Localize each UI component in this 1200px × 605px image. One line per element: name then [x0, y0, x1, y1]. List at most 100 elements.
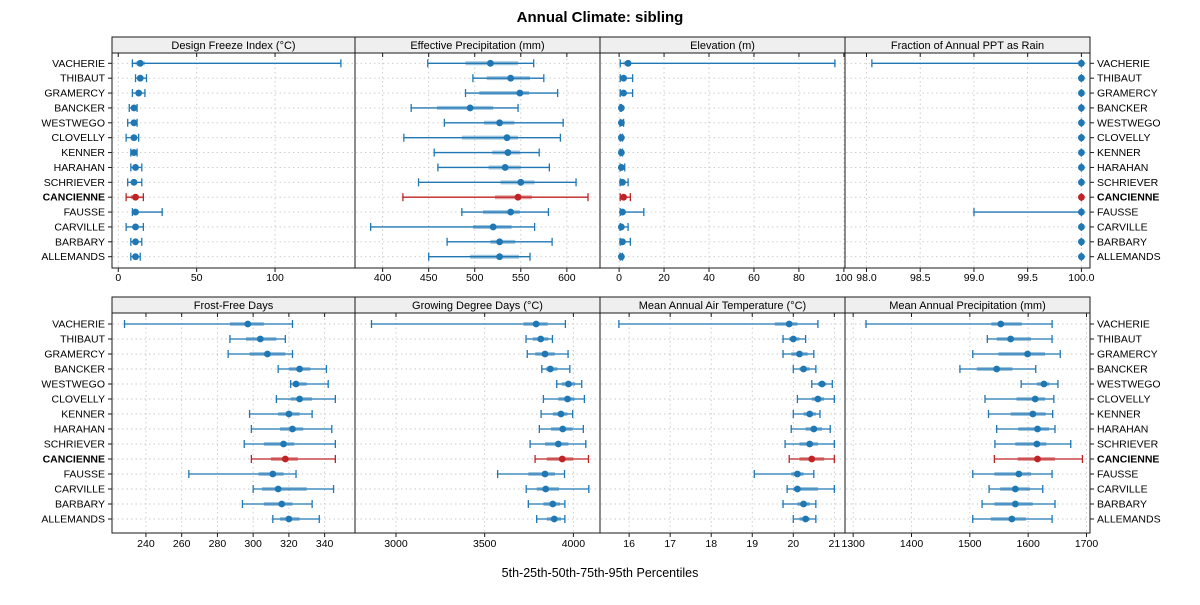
- error-bar-BARBARY: [782, 500, 817, 508]
- error-bar-BARBARY: [527, 500, 566, 508]
- median-dot: [617, 164, 625, 171]
- median-dot: [542, 485, 550, 493]
- x-tick-label: 1300: [841, 538, 865, 550]
- median-dot: [136, 74, 144, 82]
- row-label-right: THIBAUT: [1097, 73, 1143, 85]
- median-dot: [541, 470, 549, 478]
- error-bar-WESTWEGO: [127, 118, 138, 127]
- x-tick-label: 50: [191, 272, 203, 284]
- error-bar-VACHERIE: [427, 59, 535, 68]
- error-bar-GRAMERCY: [782, 350, 815, 358]
- error-bar-BARBARY: [241, 500, 313, 508]
- row-label-left: SCHRIEVER: [44, 439, 106, 451]
- panel-Frost-Free Days: Frost-Free Days 240 260 280 300 320 340 VACHERI…: [41, 296, 356, 550]
- median-dot: [806, 410, 814, 418]
- error-bar-KENNER: [433, 148, 540, 157]
- row-label-left: VACHERIE: [52, 58, 105, 70]
- error-bar-THIBAUT: [986, 335, 1053, 343]
- median-dot: [132, 164, 139, 171]
- median-dot: [1015, 470, 1023, 478]
- row-label-right: WESTWEGO: [1097, 379, 1161, 391]
- row-label-left: VACHERIE: [52, 319, 105, 331]
- median-dot: [1011, 485, 1019, 493]
- median-dot: [1078, 178, 1085, 186]
- error-bar-HARAHAN: [1078, 163, 1085, 172]
- median-dot: [1078, 164, 1085, 171]
- panel-Mean Annual Air Temperature (°C): Mean Annual Air Temperature (°C) 16 17 18 19…: [599, 296, 846, 550]
- row-label-left: KENNER: [61, 409, 105, 421]
- panel-title: Design Freeze Index (°C): [171, 40, 295, 52]
- error-bar-ALLEMANDS: [617, 252, 625, 261]
- median-dot: [1007, 335, 1015, 343]
- median-dot: [501, 164, 509, 171]
- x-tick-label: 98.5: [910, 272, 931, 284]
- row-label-left: CANCIENNE: [43, 454, 105, 466]
- error-bar-CLOVELLY: [542, 395, 586, 403]
- panel-Effective Precipitation (mm): Effective Precipitation (mm) 400 450 500 550…: [354, 36, 601, 284]
- median-dot: [565, 380, 572, 388]
- error-bar-GRAMERCY: [972, 350, 1061, 358]
- median-dot: [789, 335, 797, 343]
- error-bar-CANCIENNE: [125, 193, 145, 202]
- row-label-right: CLOVELLY: [1097, 394, 1151, 406]
- x-tick-label: 80: [793, 272, 805, 284]
- error-bar-GRAMERCY: [526, 350, 569, 358]
- error-bar-KENNER: [617, 148, 625, 157]
- row-label-left: THIBAUT: [60, 73, 106, 85]
- x-tick-label: 20: [787, 538, 799, 550]
- row-label-left: HARAHAN: [54, 162, 105, 174]
- error-bar-GRAMERCY: [619, 89, 634, 98]
- row-label-right: FAUSSE: [1097, 207, 1138, 219]
- x-tick-label: 4000: [562, 538, 586, 550]
- error-bar-CANCIENNE: [534, 455, 590, 463]
- row-label-left: CLOVELLY: [52, 132, 106, 144]
- error-bar-CARVILLE: [1078, 222, 1085, 231]
- error-bar-FAUSSE: [619, 208, 645, 217]
- panel-frame: [111, 312, 356, 534]
- median-dot: [532, 320, 540, 328]
- error-bar-SCHRIEVER: [127, 178, 143, 187]
- row-label-right: FAUSSE: [1097, 469, 1138, 481]
- error-bar-FAUSSE: [131, 208, 163, 217]
- row-label-right: GRAMERCY: [1097, 88, 1158, 100]
- median-dot: [292, 380, 300, 388]
- error-bar-BANCKER: [277, 365, 328, 373]
- median-dot: [296, 395, 304, 403]
- row-label-right: SCHRIEVER: [1097, 177, 1159, 189]
- error-bar-CLOVELLY: [617, 133, 625, 142]
- error-bar-CANCIENNE: [993, 455, 1084, 463]
- row-label-left: CARVILLE: [54, 221, 105, 233]
- median-dot: [132, 253, 139, 261]
- median-dot: [466, 104, 474, 112]
- median-dot: [785, 320, 793, 328]
- median-dot: [546, 365, 554, 373]
- row-label-left: SCHRIEVER: [44, 177, 106, 189]
- median-dot: [130, 149, 138, 156]
- x-tick-label: 550: [512, 272, 530, 284]
- error-bar-BARBARY: [619, 237, 631, 246]
- error-bar-CLOVELLY: [1078, 133, 1085, 142]
- panel-frame: [354, 52, 601, 269]
- row-label-left: GRAMERCY: [44, 349, 105, 361]
- median-dot: [1078, 149, 1085, 156]
- error-bar-SCHRIEVER: [994, 440, 1072, 448]
- error-bar-KENNER: [540, 410, 574, 418]
- median-dot: [1078, 119, 1085, 127]
- median-dot: [296, 365, 304, 373]
- median-dot: [1078, 89, 1085, 97]
- median-dot: [130, 119, 138, 127]
- median-dot: [617, 104, 625, 112]
- error-bar-FAUSSE: [972, 470, 1053, 478]
- x-tick-label: 300: [244, 538, 262, 550]
- error-bar-THIBAUT: [472, 74, 545, 83]
- panel-frame: [844, 52, 1091, 269]
- error-bar-FAUSSE: [753, 470, 815, 478]
- chart-title: Annual Climate: sibling: [517, 9, 684, 26]
- median-dot: [1078, 134, 1085, 142]
- error-bar-ALLEMANDS: [1078, 252, 1085, 261]
- x-tick-label: 0: [616, 272, 622, 284]
- error-bar-SCHRIEVER: [619, 178, 629, 187]
- median-dot: [132, 193, 139, 201]
- median-dot: [550, 515, 558, 523]
